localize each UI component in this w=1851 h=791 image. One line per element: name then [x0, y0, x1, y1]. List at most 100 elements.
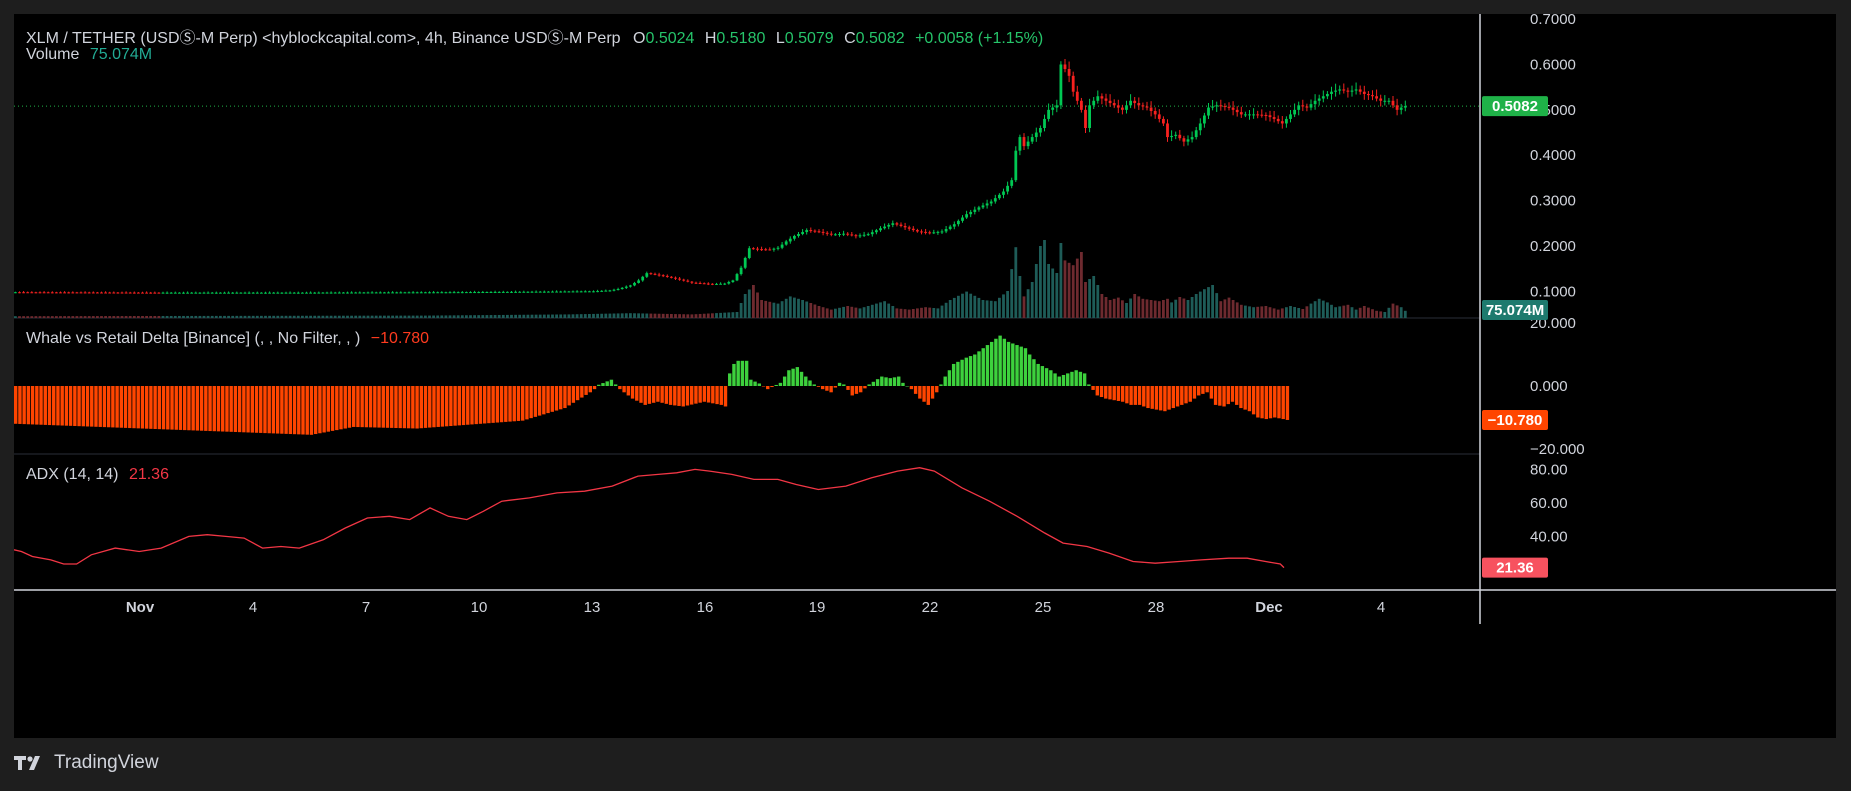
volume-bar: [653, 313, 657, 318]
volume-bar: [342, 315, 345, 318]
volume-bar: [137, 316, 140, 318]
adx-legend[interactable]: ADX (14, 14) 21.36: [26, 466, 169, 484]
whale-delta-bar: [330, 386, 335, 431]
adx-label: ADX (14, 14): [26, 466, 119, 483]
whale-delta-bar: [960, 359, 964, 386]
whale-delta-bar: [1053, 373, 1057, 386]
whale-delta-bar: [1192, 386, 1197, 399]
volume-bar: [1088, 279, 1091, 318]
volume-bar: [145, 316, 148, 318]
whale-delta-bar: [922, 386, 926, 402]
whale-delta-bar: [343, 386, 347, 429]
candle-body: [399, 292, 403, 294]
volume-bar: [723, 312, 727, 318]
candle-body: [63, 292, 66, 294]
symbol-title[interactable]: XLM / TETHER (USDⓈ-M Perp) <hyblockcapit…: [26, 30, 621, 47]
candle-body: [1358, 89, 1362, 92]
candle-body: [1162, 118, 1165, 124]
volume-bar: [850, 306, 854, 318]
whale-delta-bar: [1011, 343, 1015, 386]
candle-body: [936, 231, 940, 233]
volume-bar: [141, 316, 144, 318]
candle-body: [325, 292, 329, 294]
volume-bar: [916, 308, 919, 318]
whale-delta-bar: [1061, 374, 1066, 386]
candle-body: [362, 292, 366, 294]
volume-bar: [1330, 304, 1333, 318]
whale-delta-bar: [1260, 386, 1264, 419]
whale-delta-layer: [14, 335, 1290, 435]
candle-body: [1289, 114, 1292, 119]
whale-delta-bar: [723, 386, 728, 407]
adx-badge: 21.36: [1482, 557, 1548, 578]
volume-bar: [1297, 308, 1301, 318]
whale-delta-bar: [1256, 386, 1260, 418]
candle-body: [18, 292, 21, 294]
volume-bar: [104, 316, 107, 318]
adx-axis-tick: 80.00: [1530, 461, 1568, 478]
volume-bar: [866, 306, 870, 318]
volume-bar: [542, 314, 546, 318]
candle-body: [952, 224, 956, 227]
volume-bar: [1264, 306, 1268, 318]
volume-bar: [1166, 298, 1169, 318]
candle-body: [329, 292, 333, 294]
candle-body: [694, 282, 698, 284]
candle-body: [542, 291, 546, 293]
chart-canvas[interactable]: 0.70000.60000.50000.40000.30000.20000.10…: [14, 14, 1836, 738]
candle-body: [977, 207, 981, 210]
whale-delta-bar: [529, 386, 533, 419]
whale-delta-bar: [1095, 386, 1099, 396]
whale-delta-bar: [512, 386, 516, 422]
whale-delta-bar: [233, 386, 238, 432]
last-price-badge: 0.5082: [1482, 96, 1548, 117]
chart-area[interactable]: 0.7000 0.6000 0.5000 0.4000 0.3000 0.2000 0.10…: [14, 14, 1836, 738]
whale-delta-bar: [1197, 386, 1201, 396]
volume-bar: [210, 315, 214, 318]
volume-bar: [202, 315, 206, 318]
volume-bar: [1313, 301, 1317, 318]
whale-delta-bar: [381, 386, 385, 428]
candle-body: [280, 292, 284, 294]
volume-bar: [452, 315, 456, 318]
whale-delta-bar: [309, 386, 314, 435]
whale-delta-bar: [854, 386, 859, 394]
volume-bar: [1203, 289, 1206, 318]
whale-delta-bar: [335, 386, 339, 431]
whale-legend[interactable]: Whale vs Retail Delta [Binance] (, , No …: [26, 330, 429, 348]
candle-body: [460, 292, 464, 294]
whale-delta-bar: [1209, 386, 1214, 399]
tradingview-branding[interactable]: TradingView: [14, 752, 159, 774]
whale-delta-bar: [1066, 373, 1070, 386]
volume-bar: [899, 308, 903, 318]
candle-body: [608, 290, 612, 292]
whale-delta-bar: [630, 386, 635, 399]
candle-body: [276, 292, 280, 294]
volume-bar: [1387, 307, 1391, 318]
candle-body: [391, 292, 394, 294]
volume-bar: [1346, 304, 1350, 318]
time-axis-tick: Dec: [1255, 599, 1283, 616]
whale-delta-bar: [1277, 386, 1281, 419]
volume-legend[interactable]: Volume 75.074M: [26, 46, 152, 64]
whale-delta-bar: [322, 386, 326, 433]
volume-bar: [801, 300, 804, 318]
volume-bar: [268, 315, 271, 318]
volume-bar: [645, 313, 649, 318]
candle-body: [588, 291, 591, 293]
whale-delta-bar: [166, 386, 170, 430]
whale-delta-bar: [664, 386, 669, 404]
grid-layer: [14, 14, 1836, 624]
whale-delta-bar: [183, 386, 187, 431]
volume-bar: [1108, 300, 1112, 318]
candle-body: [641, 276, 645, 281]
whale-delta-bar: [292, 386, 297, 435]
volume-bar: [1342, 305, 1346, 318]
volume-bar: [399, 315, 403, 318]
volume-bar: [1051, 268, 1055, 318]
volume-bar: [1321, 300, 1325, 318]
volume-bar: [739, 303, 743, 318]
candle-body: [169, 292, 173, 294]
whale-delta-bar: [542, 386, 546, 415]
volume-bar: [698, 313, 702, 318]
